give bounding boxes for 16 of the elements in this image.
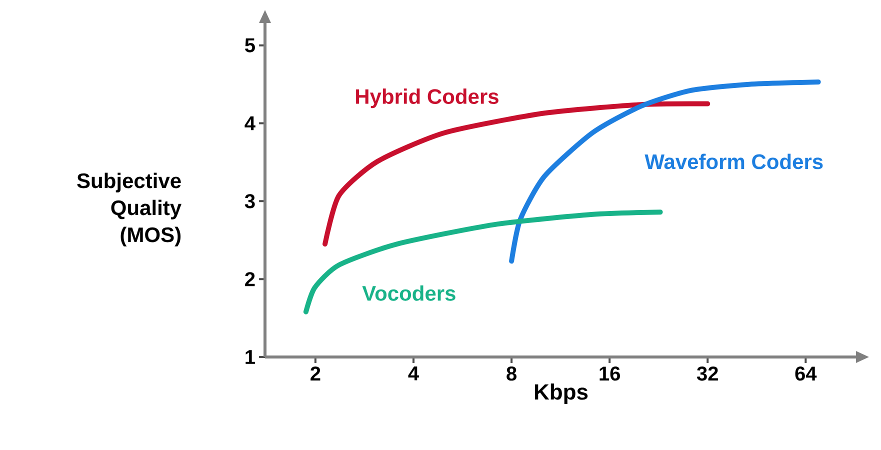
x-tick-label: 2	[310, 366, 320, 380]
y-tick-label: 4	[244, 116, 256, 130]
series-label: Hybrid Coders	[356, 88, 498, 108]
x-tick-label: 32	[696, 366, 718, 381]
y-tick-label: 2	[245, 272, 255, 286]
x-tick-label: 8	[506, 366, 516, 381]
y-tick-label: 1	[246, 350, 255, 364]
x-tick-label: 64	[795, 366, 817, 381]
x-tick-label: 16	[600, 366, 620, 381]
text: Waveform Coders	[644, 154, 823, 170]
y-tick-label: 5	[245, 38, 255, 52]
x-axis-title: Kbps	[534, 384, 588, 404]
x-tick-label: 4	[408, 366, 419, 380]
y-tick-label: 3	[244, 194, 255, 208]
y-axis-title: Subjective Quality (MOS)	[77, 172, 182, 246]
series-label: Vocoders	[362, 285, 456, 301]
